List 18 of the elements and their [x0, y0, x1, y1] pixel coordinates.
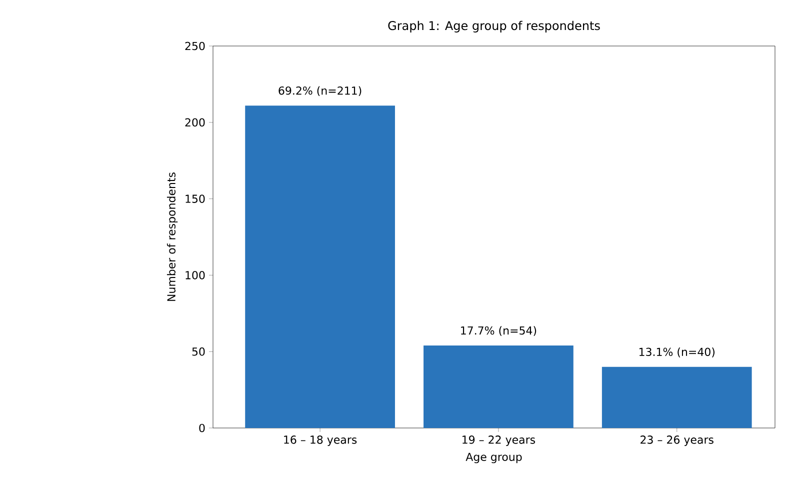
data-label: 69.2% (n=211) — [278, 86, 362, 96]
chart-title: Graph 1: Age group of respondents — [388, 20, 600, 32]
y-tick-label: 250 — [185, 42, 205, 50]
bar — [424, 345, 574, 428]
data-label: 17.7% (n=54) — [461, 326, 536, 336]
y-tick-label: 200 — [185, 118, 205, 127]
x-tick-label: 16 – 18 years — [284, 436, 357, 446]
y-axis-title: Number of respondents — [166, 172, 178, 301]
bar — [602, 366, 752, 428]
bar — [245, 106, 395, 428]
y-tick-label: 150 — [186, 194, 205, 203]
x-tick-label: 19 – 22 years — [462, 436, 536, 446]
y-tick-label: 100 — [186, 271, 205, 280]
data-label: 13.1% (n=40) — [639, 348, 715, 358]
y-tick-label: 50 — [192, 347, 205, 356]
x-tick-label: 23 – 26 years — [640, 436, 714, 446]
x-axis-title: Age group — [466, 452, 522, 464]
y-tick-label: 0 — [199, 424, 205, 432]
